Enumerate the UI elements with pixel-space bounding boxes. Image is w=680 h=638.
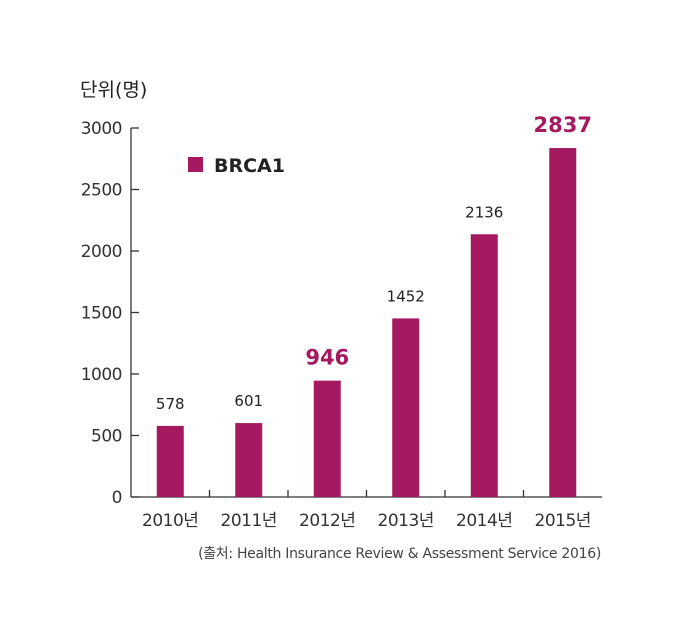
data-label: 946 <box>305 346 349 370</box>
y-tick-label: 2500 <box>81 181 122 201</box>
x-tick-label: 2011년 <box>221 511 277 531</box>
data-label: 1452 <box>387 287 425 305</box>
y-tick-label: 1000 <box>81 365 122 385</box>
legend-swatch <box>188 157 203 172</box>
data-label: 2136 <box>465 203 503 221</box>
x-tick-label: 2014년 <box>456 511 512 531</box>
x-tick-label: 2010년 <box>142 511 198 531</box>
bar-2013년 <box>392 318 420 497</box>
bar-2015년 <box>549 148 577 497</box>
y-tick-label: 1500 <box>81 304 122 324</box>
legend: BRCA1 <box>188 155 285 177</box>
x-axis: 2010년 2011년 2012년 2013년 2014년 2015년 <box>131 490 602 531</box>
y-tick-label: 0 <box>112 488 122 508</box>
y-tick-label: 500 <box>91 427 122 447</box>
x-tick-label: 2015년 <box>535 511 591 531</box>
source-note: (출처: Health Insurance Review & Assessmen… <box>198 546 601 562</box>
y-tick-label: 2000 <box>81 242 122 262</box>
bar-2014년 <box>470 234 498 497</box>
x-tick-label: 2012년 <box>299 511 355 531</box>
bar-2012년 <box>313 380 341 497</box>
data-label: 601 <box>234 392 263 410</box>
x-tick-label: 2013년 <box>378 511 434 531</box>
legend-label: BRCA1 <box>214 155 285 177</box>
y-axis-unit-label: 단위(명) <box>80 79 147 101</box>
data-label: 2837 <box>534 113 592 137</box>
bar-series <box>156 148 577 497</box>
data-label: 578 <box>156 395 185 413</box>
bar-2010년 <box>156 425 184 497</box>
bar-2011년 <box>235 423 263 497</box>
data-labels: 578 601 946 1452 2136 2837 <box>156 113 592 413</box>
y-axis: 0 500 1000 1500 2000 2500 3000 <box>81 119 139 508</box>
y-tick-label: 3000 <box>81 119 122 139</box>
